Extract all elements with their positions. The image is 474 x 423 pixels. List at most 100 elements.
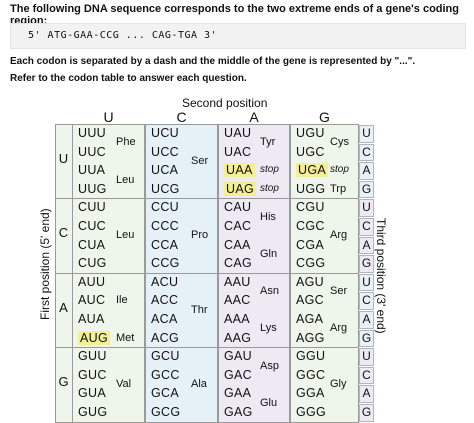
codon-cell: GUA bbox=[78, 386, 106, 400]
codon-cell: ACU bbox=[151, 275, 178, 289]
codon-cell: AUC bbox=[78, 293, 105, 307]
codon-text: CCA bbox=[151, 237, 179, 252]
amino-acid-label: Val bbox=[116, 378, 132, 391]
codon-text: GUA bbox=[78, 386, 106, 401]
codon-cell: AGC bbox=[296, 293, 324, 307]
amino-acid-label: Glu bbox=[260, 396, 278, 409]
codon-cell: CAC bbox=[224, 219, 251, 233]
codon-text: CGG bbox=[296, 256, 326, 271]
third-position-base: G bbox=[359, 404, 374, 422]
table-block bbox=[218, 272, 290, 349]
codon-text: UCA bbox=[151, 163, 179, 178]
amino-acid-label: Pro bbox=[191, 229, 209, 242]
amino-acid-label: Leu bbox=[116, 229, 135, 242]
first-position-base: U bbox=[58, 150, 69, 166]
codon-cell: UUU bbox=[78, 126, 106, 140]
amino-acid-label: stop bbox=[260, 182, 279, 194]
table-block bbox=[145, 272, 218, 349]
codon-cell: GCU bbox=[151, 349, 180, 363]
codon-text: GCC bbox=[151, 367, 180, 382]
codon-cell: GGC bbox=[296, 368, 325, 382]
codon-cell: UUC bbox=[78, 145, 106, 159]
amino-acid-label: Asp bbox=[260, 359, 279, 372]
table-block bbox=[72, 124, 145, 200]
codon-cell: GGG bbox=[296, 405, 326, 419]
codon-text: CUU bbox=[78, 200, 106, 215]
codon-cell: CUC bbox=[78, 219, 106, 233]
codon-cell: UGU bbox=[296, 126, 325, 140]
first-position-base: A bbox=[59, 299, 68, 315]
codon-cell: AUG bbox=[78, 330, 110, 345]
codon-cell: UAC bbox=[224, 145, 251, 159]
third-position-base: U bbox=[359, 348, 374, 366]
second-position-header: A bbox=[249, 109, 259, 125]
amino-acid-label: Tyr bbox=[260, 136, 276, 149]
codon-text: AAG bbox=[224, 330, 252, 345]
codon-text: CCG bbox=[151, 256, 180, 271]
amino-acid-label: His bbox=[260, 210, 276, 223]
codon-cell: AGG bbox=[296, 331, 325, 345]
codon-text: CAG bbox=[224, 256, 252, 271]
third-position-base: C bbox=[359, 292, 374, 310]
codon-cell: GCG bbox=[151, 405, 180, 419]
codon-cell: CCU bbox=[151, 200, 179, 214]
codon-text: GCU bbox=[151, 349, 180, 364]
codon-cell: AGU bbox=[296, 275, 324, 289]
amino-acid-label: Ser bbox=[330, 285, 348, 298]
codon-cell: UAG bbox=[224, 181, 256, 196]
codon-cell: GGA bbox=[296, 386, 325, 400]
first-position-label: First position (5' end) bbox=[38, 208, 52, 320]
codon-text: UUU bbox=[78, 126, 106, 140]
codon-cell: AAU bbox=[224, 275, 251, 289]
first-position-base: C bbox=[58, 225, 69, 241]
codon-cell: UAA bbox=[224, 163, 255, 178]
codon-text: AGA bbox=[296, 312, 324, 326]
third-position-base: U bbox=[359, 273, 374, 292]
codon-cell: ACC bbox=[151, 293, 178, 307]
table-block bbox=[145, 198, 218, 274]
codon-text: CGU bbox=[296, 200, 325, 215]
codon-text: UAG bbox=[224, 181, 256, 196]
codon-text: AAC bbox=[224, 293, 251, 308]
codon-cell: UCU bbox=[151, 126, 179, 140]
table-block bbox=[218, 198, 290, 274]
codon-cell: CGC bbox=[296, 219, 325, 233]
amino-acid-label: Ile bbox=[116, 294, 128, 307]
codon-cell: GUU bbox=[78, 349, 107, 363]
amino-acid-label: Lys bbox=[260, 322, 277, 335]
codon-text: CUA bbox=[78, 237, 106, 252]
codon-text: UGC bbox=[296, 144, 325, 159]
table-block bbox=[145, 124, 218, 200]
third-position-base: A bbox=[359, 311, 374, 329]
dna-sequence: 5' ATG-GAA-CCG ... CAG-TGA 3' bbox=[28, 30, 218, 41]
codon-text: AUA bbox=[78, 312, 105, 326]
codon-text: GGC bbox=[296, 367, 326, 382]
codon-text: UAC bbox=[224, 144, 252, 159]
codon-text: UCG bbox=[151, 181, 180, 196]
codon-text: GGG bbox=[296, 405, 327, 419]
codon-text: UUC bbox=[78, 144, 106, 159]
codon-text: CCC bbox=[151, 219, 179, 233]
codon-cell: GGU bbox=[296, 349, 325, 363]
third-position-base: U bbox=[359, 125, 374, 143]
table-block bbox=[290, 347, 359, 423]
third-position-base: A bbox=[359, 236, 374, 255]
codon-text: AUU bbox=[78, 274, 106, 289]
codon-text: UGA bbox=[296, 163, 328, 178]
amino-acid-label: Leu bbox=[116, 173, 135, 186]
third-position-base: C bbox=[359, 218, 374, 236]
codon-cell: UCC bbox=[151, 145, 179, 159]
codon-cell: UGC bbox=[296, 145, 325, 159]
codon-cell: CAG bbox=[224, 256, 252, 270]
amino-acid-label: Asn bbox=[260, 285, 279, 298]
codon-text: ACA bbox=[151, 312, 178, 326]
codon-cell: GAU bbox=[224, 349, 252, 363]
codon-text: AGU bbox=[296, 274, 324, 289]
codon-text: UAU bbox=[224, 126, 252, 140]
codon-text: UUA bbox=[78, 163, 106, 178]
codon-cell: UUA bbox=[78, 163, 105, 177]
codon-text: CAU bbox=[224, 200, 252, 215]
codon-cell: GCC bbox=[151, 368, 180, 382]
codon-cell: UAU bbox=[224, 126, 251, 140]
codon-cell: CCC bbox=[151, 219, 179, 233]
